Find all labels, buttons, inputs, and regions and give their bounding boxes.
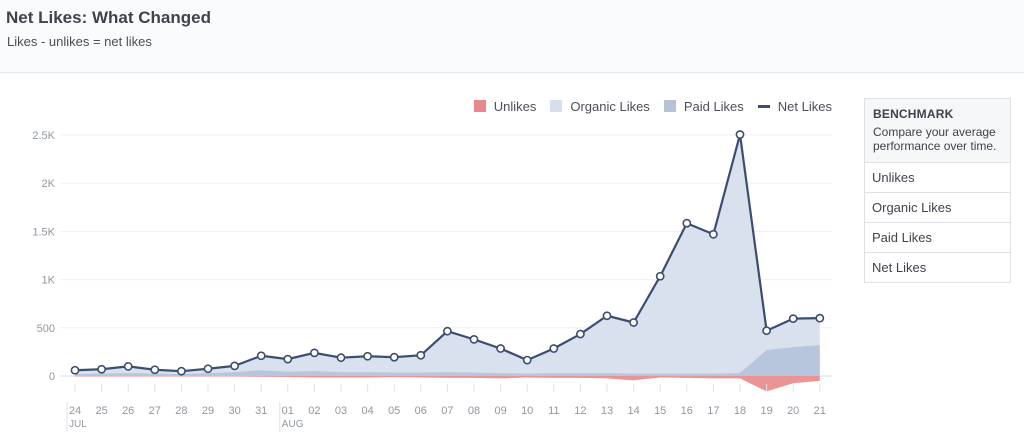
y-tick-label: 2.5K [32,130,55,142]
y-tick-label: 500 [37,323,55,335]
net-likes-point [762,326,771,336]
legend-item-unlikes[interactable]: Unlikes [473,98,537,114]
benchmark-item-unlikes[interactable]: Unlikes [865,163,1010,193]
x-tick-label: 11 [548,405,559,417]
net-likes-point [203,364,213,374]
x-tick-label: 03 [335,405,347,417]
x-tick-label: 24 [69,405,81,417]
net-likes-point [735,130,745,139]
organic-likes-area [75,134,820,376]
x-tick-label: 19 [760,405,772,417]
net-likes-point [123,361,133,371]
x-tick-label: 09 [494,405,506,417]
legend-item-net-likes[interactable]: Net Likes [757,98,832,114]
page-subtitle: Likes - unlikes = net likes [7,34,152,49]
x-tick-label: 30 [228,405,240,417]
x-tick-label: 13 [601,405,613,417]
x-tick-label: 29 [202,405,214,417]
x-tick-label: 17 [707,405,719,417]
legend-label-unlikes: Unlikes [493,98,537,114]
x-tick-label: 16 [681,405,693,417]
net-likes-point [230,361,239,371]
month-label: AUG [282,419,304,430]
benchmark-title: BENCHMARK [873,107,954,121]
legend-swatch-organic-likes [550,100,563,112]
net-likes-point [709,229,718,239]
net-likes-point [682,218,692,228]
y-tick-label: 1.5K [32,226,55,238]
net-likes-point [815,313,825,323]
benchmark-description: Compare your average performance over ti… [873,125,997,153]
x-tick-label: 26 [122,405,134,417]
net-likes-point [496,344,505,353]
legend-swatch-paid-likes [663,100,676,112]
benchmark-panel: BENCHMARK Compare your average performan… [864,98,1011,283]
net-likes-point [256,351,266,361]
net-likes-point [150,365,160,375]
net-likes-point [788,314,798,324]
net-likes-point [309,348,319,358]
x-tick-label: 14 [627,405,639,417]
benchmark-header: BENCHMARK Compare your average performan… [865,99,1010,163]
month-label: JUL [69,419,87,430]
x-tick-label: 06 [415,405,427,417]
legend-item-paid-likes[interactable]: Paid Likes [663,98,744,114]
legend-label-organic-likes: Organic Likes [570,98,650,114]
x-tick-label: 07 [441,405,453,417]
y-tick-label: 0 [49,371,55,383]
net-likes-point [336,353,346,363]
net-likes-point [549,344,559,353]
net-likes-point [602,311,612,321]
page-title: Net Likes: What Changed [6,8,211,27]
net-likes-point [629,318,638,327]
net-likes-point [176,366,186,376]
net-likes-point [522,355,532,365]
x-tick-label: 25 [95,405,107,417]
legend-label-paid-likes: Paid Likes [683,98,744,114]
x-tick-label: 27 [149,405,161,417]
net-likes-point [70,365,80,375]
y-tick-label: 2K [42,178,56,190]
x-tick-label: 18 [734,405,746,417]
net-likes-point [416,350,426,360]
chart-legend: Unlikes Organic Likes Paid Likes Net Lik… [460,97,832,115]
x-tick-label: 12 [574,405,586,417]
legend-item-organic-likes[interactable]: Organic Likes [550,98,650,114]
x-tick-label: 08 [468,405,480,417]
x-tick-label: 28 [175,405,187,417]
unlikes-area [75,376,820,392]
page-header: Net Likes: What Changed Likes - unlikes … [0,0,1024,73]
x-tick-label: 10 [521,405,533,417]
x-tick-label: 21 [814,405,826,417]
x-tick-label: 15 [654,405,666,417]
x-tick-label: 04 [361,405,373,417]
net-likes-point [469,334,479,344]
paid-likes-area [75,345,820,376]
x-tick-label: 05 [388,405,400,417]
legend-label-net-likes: Net Likes [777,98,832,114]
benchmark-item-paid-likes[interactable]: Paid Likes [865,223,1010,253]
benchmark-item-organic-likes[interactable]: Organic Likes [865,193,1010,223]
net-likes-point [389,352,399,362]
x-tick-label: 31 [255,405,267,417]
net-likes-point [442,326,452,336]
x-tick-label: 02 [308,405,320,417]
net-likes-point [283,354,293,364]
net-likes-point [655,271,665,281]
net-likes-point [97,364,106,374]
net-likes-point [363,351,372,361]
net-likes-point [576,329,585,339]
x-tick-label: 01 [282,405,294,417]
y-tick-label: 1K [42,275,56,287]
x-tick-label: 20 [787,405,799,417]
legend-swatch-unlikes [473,100,486,112]
net-likes-chart: 0 500 1K 1.5K 2K 2.5K 24 JUL 25 26 27 28 29 30 31 01 AUG… [32,130,832,432]
benchmark-item-net-likes[interactable]: Net Likes [872,260,927,275]
legend-swatch-net-likes [757,104,770,108]
